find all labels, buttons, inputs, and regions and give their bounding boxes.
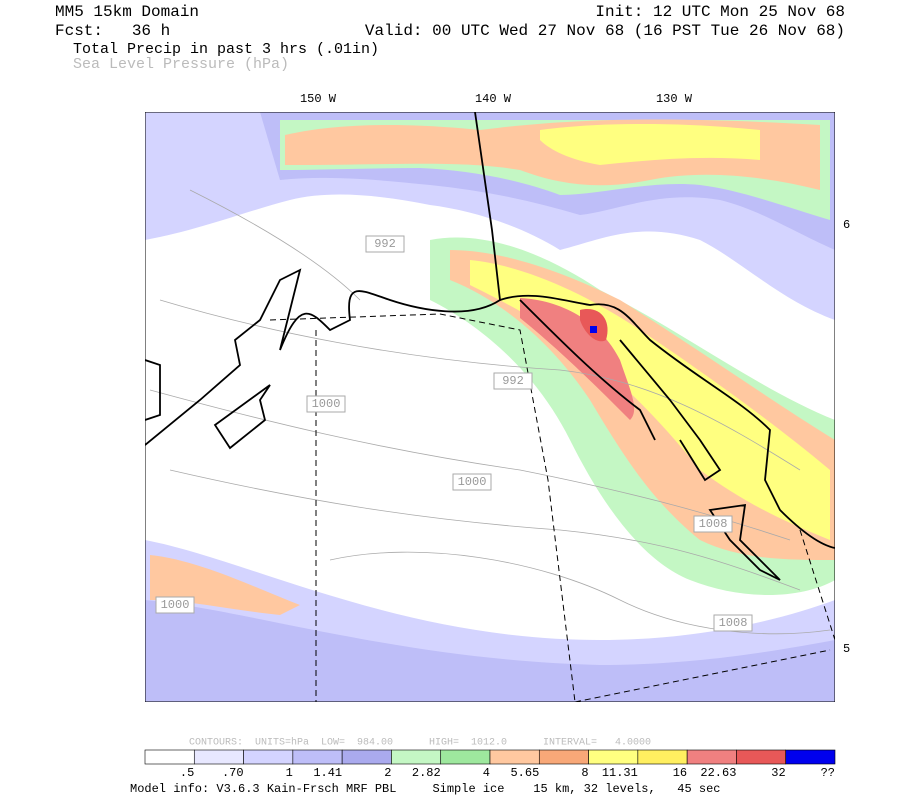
colorbar-label: 32 [771, 766, 785, 780]
title: MM5 15km Domain [55, 3, 199, 21]
colorbar-segment [243, 749, 294, 765]
valid-time: Valid: 00 UTC Wed 27 Nov 68 (16 PST Tue … [365, 22, 845, 40]
contour-label: 1008 [699, 517, 728, 531]
latitude-label: 6 [843, 218, 850, 232]
colorbar-segment [144, 749, 195, 765]
colorbar-label: 5.65 [510, 766, 539, 780]
contour-label-box [493, 372, 533, 390]
contour-label: 992 [502, 374, 524, 388]
colorbar: .5 .70 1 1.41 2 2.82 4 5.65 8 11.31 16 22.63 32?? [144, 749, 836, 780]
colorbar-segment [489, 749, 540, 765]
colorbar-segment [292, 749, 343, 765]
forecast-hour: Fcst: 36 h [55, 22, 170, 40]
init-time: Init: 12 UTC Mon 25 Nov 68 [595, 3, 845, 21]
colorbar-segment [785, 749, 836, 765]
contour-label: 1000 [458, 475, 487, 489]
contour-label: 992 [374, 237, 396, 251]
longitude-label: 140 W [475, 92, 512, 106]
colorbar-label: .5 [180, 766, 194, 780]
longitude-label: 130 W [656, 92, 693, 106]
colorbar-segment [538, 749, 589, 765]
colorbar-label: 22.63 [700, 766, 736, 780]
colorbar-segment [391, 749, 442, 765]
colorbar-segment [588, 749, 639, 765]
contours-info: CONTOURS: UNITS=hPa LOW= 984.00 HIGH= 10… [189, 737, 651, 749]
contour-label-box [452, 473, 492, 491]
contour-label-box [306, 395, 346, 413]
colorbar-label: 2 [384, 766, 391, 780]
colorbar-label: 1.41 [313, 766, 342, 780]
contour-label: 1008 [719, 616, 748, 630]
colorbar-label: 1 [286, 766, 293, 780]
colorbar-segment [686, 749, 737, 765]
colorbar-segment [736, 749, 787, 765]
colorbar-label: 4 [483, 766, 490, 780]
contour-label-box [693, 515, 733, 533]
colorbar-label: 16 [673, 766, 687, 780]
colorbar-label: ?? [821, 766, 835, 780]
longitude-label: 150 W [300, 92, 337, 106]
colorbar-segment [341, 749, 392, 765]
contour-label-box [713, 614, 753, 632]
colorbar-segment [637, 749, 688, 765]
colorbar-label: .70 [222, 766, 244, 780]
contour-label: 1000 [161, 598, 190, 612]
map-field [145, 112, 835, 702]
colorbar-segment [440, 749, 491, 765]
contour-labels: 992 992 1000 1000 1000 1008 1008 [155, 235, 753, 632]
model-info: Model info: V3.6.3 Kain-Frsch MRF PBL Si… [130, 782, 721, 796]
colorbar-segment [193, 749, 244, 765]
colorbar-label: 8 [581, 766, 588, 780]
contour-label-box [365, 235, 405, 253]
field-name: Total Precip in past 3 hrs (.01in) [73, 41, 379, 58]
colorbar-label: 11.31 [602, 766, 638, 780]
contour-label-box [155, 596, 195, 614]
latitude-label: 5 [843, 642, 850, 656]
contour-label: 1000 [312, 397, 341, 411]
field-name: Sea Level Pressure (hPa) [73, 56, 289, 73]
colorbar-label: 2.82 [412, 766, 441, 780]
